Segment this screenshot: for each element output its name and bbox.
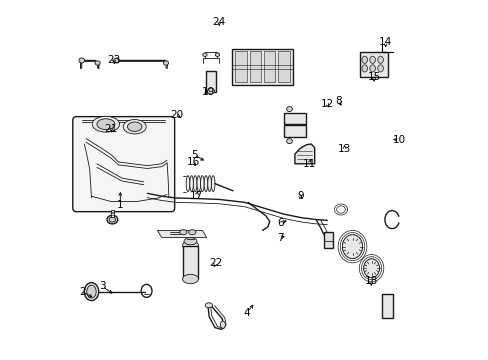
- Text: 18: 18: [364, 276, 377, 286]
- Ellipse shape: [189, 176, 193, 192]
- Text: 6: 6: [277, 218, 283, 228]
- Ellipse shape: [361, 65, 367, 72]
- Ellipse shape: [377, 56, 383, 63]
- Text: 17: 17: [190, 191, 203, 201]
- Ellipse shape: [369, 56, 375, 63]
- Ellipse shape: [377, 65, 383, 72]
- Ellipse shape: [211, 176, 215, 192]
- Text: 14: 14: [378, 37, 391, 48]
- Text: 3: 3: [99, 281, 105, 291]
- Text: 19: 19: [202, 87, 215, 97]
- Bar: [359, 52, 387, 77]
- Text: 23: 23: [107, 55, 121, 66]
- Ellipse shape: [107, 215, 118, 224]
- Bar: [264, 51, 275, 82]
- Bar: [235, 51, 246, 82]
- Ellipse shape: [92, 116, 120, 132]
- Text: 21: 21: [104, 124, 118, 134]
- Ellipse shape: [197, 176, 200, 192]
- Ellipse shape: [183, 238, 197, 245]
- Ellipse shape: [200, 176, 204, 192]
- Text: 2: 2: [79, 287, 85, 297]
- Bar: [182, 246, 198, 279]
- Text: 13: 13: [337, 144, 350, 154]
- Bar: [381, 294, 392, 318]
- Ellipse shape: [163, 61, 168, 65]
- Text: 16: 16: [186, 157, 199, 167]
- Ellipse shape: [286, 139, 292, 144]
- Ellipse shape: [182, 240, 198, 251]
- FancyBboxPatch shape: [73, 117, 174, 212]
- Text: 9: 9: [296, 191, 303, 201]
- Bar: [232, 49, 293, 85]
- Ellipse shape: [114, 58, 120, 63]
- Ellipse shape: [123, 120, 146, 134]
- Text: 8: 8: [334, 96, 341, 106]
- Ellipse shape: [79, 58, 84, 63]
- Bar: [323, 232, 332, 248]
- Text: 15: 15: [366, 72, 380, 82]
- Ellipse shape: [363, 259, 379, 278]
- Ellipse shape: [109, 217, 115, 222]
- Text: 7: 7: [277, 233, 283, 243]
- Text: 12: 12: [320, 99, 333, 109]
- Text: 1: 1: [117, 200, 123, 210]
- Ellipse shape: [186, 176, 189, 192]
- Text: 10: 10: [392, 135, 405, 145]
- Ellipse shape: [215, 53, 219, 57]
- Ellipse shape: [193, 176, 197, 192]
- Ellipse shape: [207, 88, 214, 94]
- Text: 5: 5: [190, 150, 197, 160]
- Ellipse shape: [204, 176, 207, 192]
- Ellipse shape: [97, 119, 115, 130]
- Text: 11: 11: [302, 159, 315, 169]
- Text: 20: 20: [170, 110, 183, 120]
- Polygon shape: [294, 144, 314, 164]
- Ellipse shape: [207, 176, 211, 192]
- Ellipse shape: [369, 65, 375, 72]
- Ellipse shape: [286, 107, 292, 112]
- Ellipse shape: [179, 230, 186, 235]
- Bar: [205, 71, 216, 92]
- Ellipse shape: [87, 285, 96, 298]
- Ellipse shape: [188, 230, 196, 235]
- Text: 4: 4: [243, 308, 249, 318]
- Ellipse shape: [182, 274, 198, 284]
- Bar: [110, 210, 114, 217]
- Bar: [284, 113, 305, 124]
- Ellipse shape: [203, 53, 206, 57]
- Text: 22: 22: [209, 258, 222, 268]
- Text: 24: 24: [212, 17, 225, 27]
- Ellipse shape: [127, 122, 142, 131]
- Ellipse shape: [361, 56, 367, 63]
- Polygon shape: [157, 230, 206, 238]
- Bar: [278, 51, 289, 82]
- Ellipse shape: [342, 235, 362, 258]
- Bar: [249, 51, 261, 82]
- Ellipse shape: [84, 283, 99, 301]
- Ellipse shape: [220, 321, 225, 328]
- Ellipse shape: [95, 61, 100, 65]
- Ellipse shape: [205, 303, 212, 308]
- Bar: [284, 125, 305, 137]
